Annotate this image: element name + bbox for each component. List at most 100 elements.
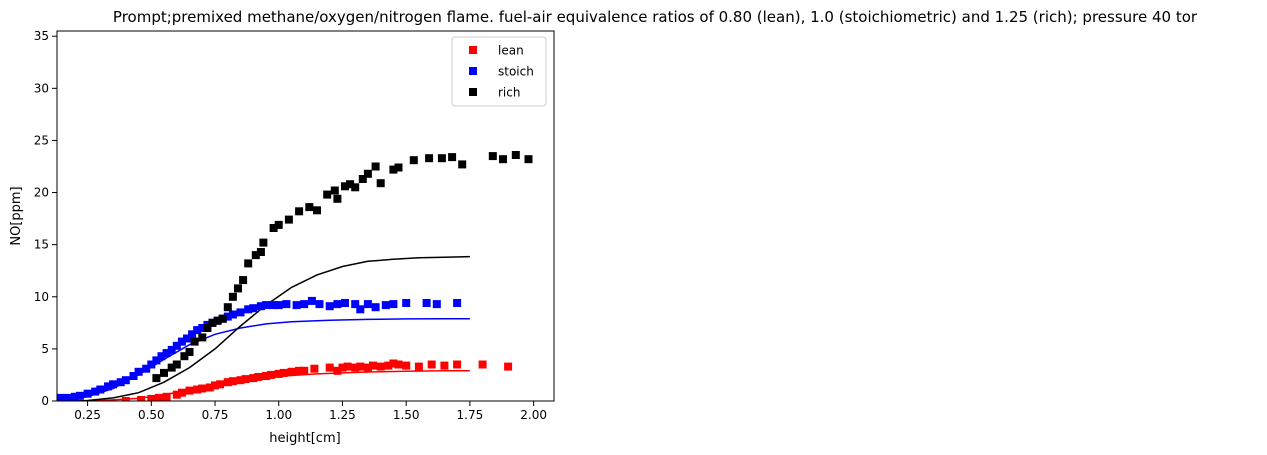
- data-point-stoich: [389, 300, 398, 309]
- data-point-stoich: [292, 301, 301, 310]
- data-point-rich: [499, 155, 507, 164]
- data-point-rich: [208, 318, 217, 327]
- x-tick-label: 1.50: [393, 408, 420, 422]
- data-point-lean: [504, 362, 513, 371]
- data-point-stoich: [157, 352, 166, 361]
- data-point-rich: [213, 316, 222, 325]
- data-point-lean: [172, 390, 181, 399]
- data-point-stoich: [356, 305, 365, 314]
- data-point-stoich: [129, 372, 138, 380]
- data-point-stoich: [63, 393, 72, 401]
- data-point-stoich: [193, 326, 202, 335]
- data-point-lean: [427, 360, 436, 369]
- data-point-lean: [193, 385, 202, 394]
- data-point-stoich: [333, 300, 342, 309]
- data-point-rich: [259, 238, 268, 247]
- legend-label-rich: rich: [498, 86, 520, 100]
- data-point-stoich: [75, 391, 84, 400]
- data-point-stoich: [167, 345, 176, 354]
- data-point-lean: [356, 362, 365, 371]
- data-point-stoich: [381, 301, 390, 310]
- data-point-lean: [414, 362, 423, 371]
- data-point-stoich: [371, 303, 380, 312]
- data-point-stoich: [432, 300, 441, 309]
- data-point-rich: [351, 183, 360, 192]
- data-point-rich: [251, 251, 260, 260]
- data-point-stoich: [162, 349, 171, 358]
- data-point-lean: [249, 374, 258, 383]
- data-point-lean: [453, 360, 462, 369]
- data-point-rich: [358, 175, 367, 183]
- data-point-stoich: [351, 300, 360, 309]
- data-point-stoich: [172, 341, 181, 350]
- data-point-lean: [228, 377, 237, 386]
- x-tick-label: 1.00: [265, 408, 292, 422]
- data-point-lean: [478, 360, 487, 369]
- data-point-rich: [305, 203, 314, 212]
- data-point-lean: [254, 373, 263, 381]
- data-point-rich: [511, 151, 520, 159]
- data-point-lean: [147, 394, 156, 401]
- data-point-lean: [394, 360, 403, 369]
- data-point-rich: [389, 165, 398, 174]
- data-point-rich: [394, 163, 403, 172]
- data-point-stoich: [249, 304, 258, 313]
- data-point-lean: [338, 363, 347, 372]
- data-point-rich: [458, 160, 467, 169]
- data-point-stoich: [109, 380, 118, 389]
- chart-title: Prompt;premixed methane/oxygen/nitrogen …: [113, 8, 1198, 26]
- y-axis-label: NO[ppm]: [9, 186, 24, 245]
- data-point-rich: [363, 169, 372, 178]
- data-point-lean: [121, 397, 130, 401]
- data-point-lean: [440, 361, 449, 370]
- data-point-stoich: [147, 360, 156, 369]
- data-point-rich: [185, 348, 194, 356]
- data-point-rich: [488, 152, 497, 161]
- data-point-stoich: [152, 356, 161, 365]
- data-point-rich: [180, 352, 189, 361]
- data-point-rich: [256, 248, 265, 256]
- data-point-lean: [351, 363, 360, 372]
- y-tick-label: 35: [34, 29, 49, 43]
- data-point-rich: [371, 162, 380, 171]
- data-point-stoich: [307, 296, 316, 305]
- data-point-stoich: [177, 337, 186, 346]
- data-point-stoich: [256, 302, 265, 311]
- data-point-lean: [300, 366, 309, 375]
- y-tick-label: 20: [34, 186, 49, 200]
- x-axis: 0.25 0.50 0.75 1.00 1.25 1.50 1.75 2.00: [74, 401, 547, 422]
- data-point-stoich: [96, 385, 105, 394]
- data-point-stoich: [262, 301, 270, 310]
- data-point-lean: [325, 363, 334, 372]
- data-point-stoich: [223, 312, 232, 321]
- data-point-rich: [228, 292, 237, 301]
- data-point-rich: [190, 337, 199, 346]
- plot-area: [57, 151, 533, 401]
- data-point-rich: [239, 276, 248, 285]
- data-point-stoich: [282, 300, 291, 309]
- data-point-lean: [216, 380, 225, 389]
- data-point-rich: [330, 186, 339, 195]
- data-point-rich: [284, 215, 293, 224]
- data-point-stoich: [183, 334, 191, 343]
- data-point-stoich: [104, 382, 112, 391]
- data-point-rich: [269, 224, 278, 232]
- data-point-lean: [376, 362, 385, 371]
- legend-marker-stoich: [469, 67, 477, 75]
- data-point-lean: [402, 361, 411, 370]
- data-point-lean: [262, 372, 270, 380]
- data-point-stoich: [116, 378, 125, 387]
- data-point-stoich: [325, 302, 334, 311]
- data-point-stoich: [453, 299, 462, 307]
- data-point-lean: [310, 364, 319, 373]
- data-point-lean: [369, 361, 377, 370]
- data-point-rich: [341, 182, 349, 191]
- data-point-rich: [223, 303, 232, 312]
- data-point-stoich: [422, 299, 431, 307]
- data-point-rich: [244, 259, 253, 268]
- data-point-rich: [376, 179, 385, 188]
- data-point-rich: [167, 363, 176, 372]
- data-point-rich: [218, 314, 227, 323]
- data-point-lean: [185, 386, 194, 395]
- data-point-lean: [267, 370, 276, 379]
